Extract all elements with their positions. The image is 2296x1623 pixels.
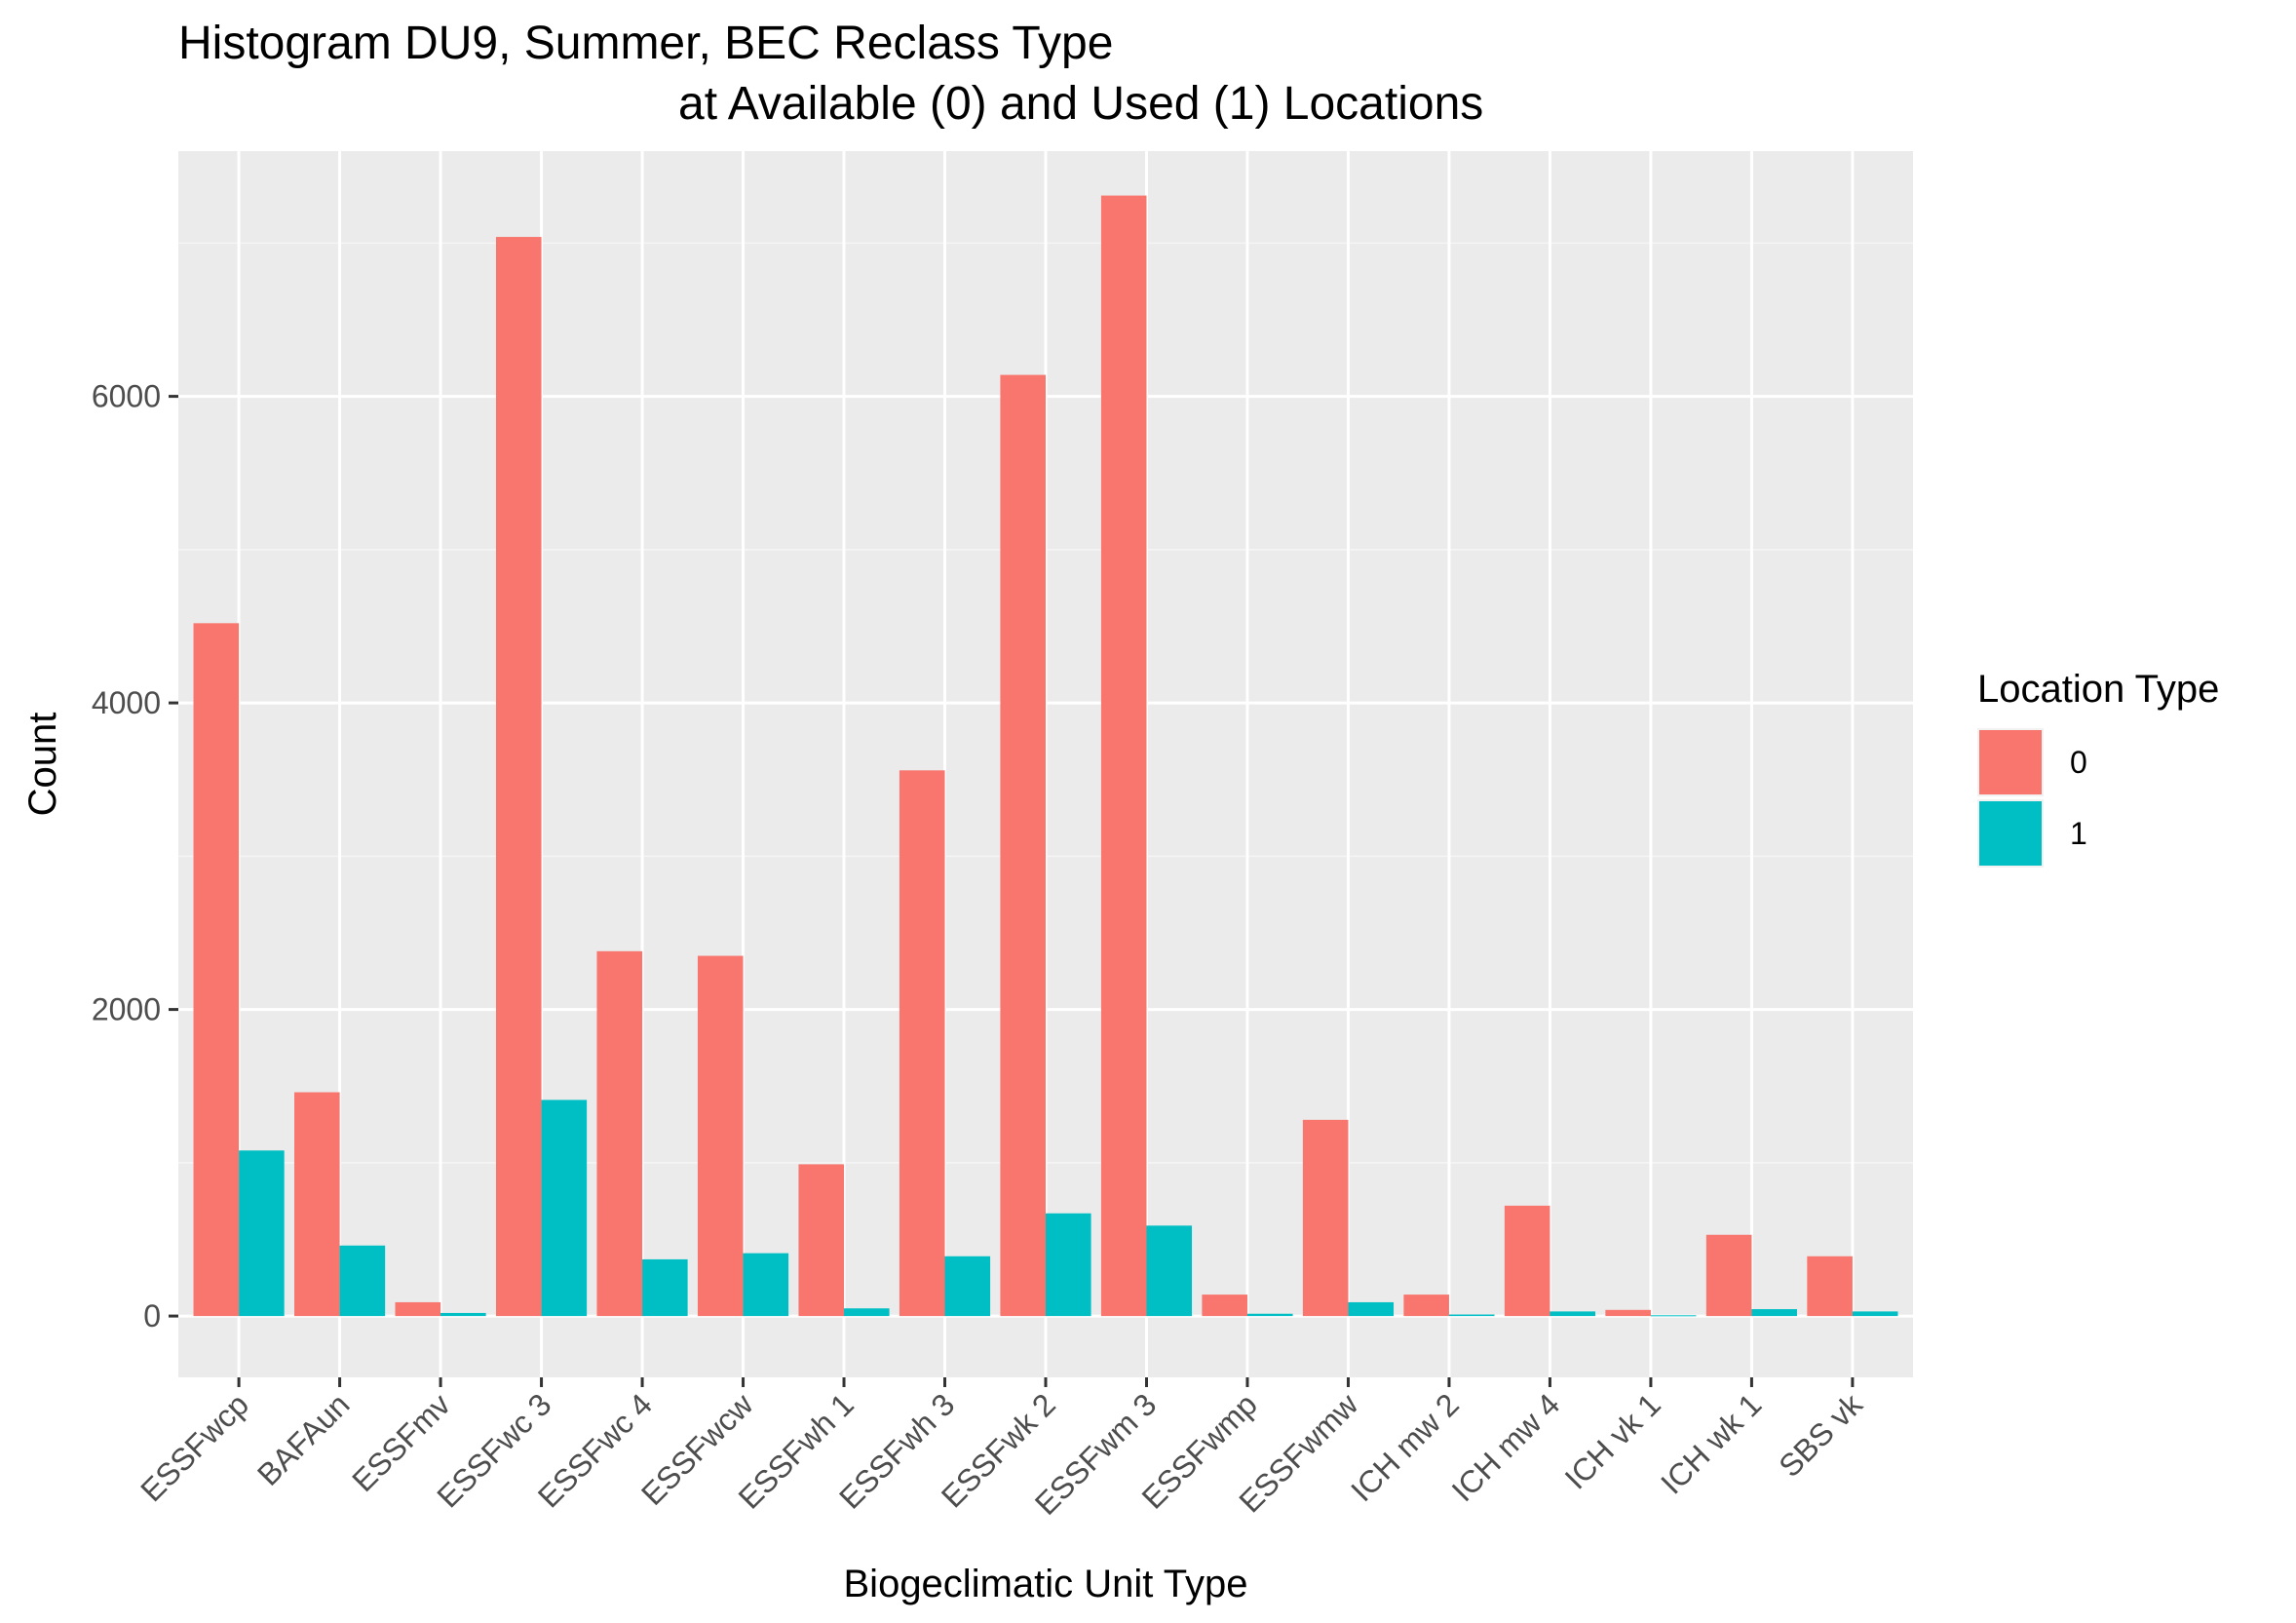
- x-tick-label: ICH mw 2: [1344, 1386, 1466, 1508]
- bar-series-0-ESSFwc-4: [596, 950, 643, 1317]
- bar-series-1-ICH-mw-2: [1448, 1314, 1495, 1317]
- x-tick-label: BAFAun: [250, 1386, 356, 1491]
- x-tick-label: SBS vk: [1772, 1386, 1869, 1484]
- chart-title-line-2: at Available (0) and Used (1) Locations: [678, 78, 1483, 130]
- bar-series-0-ESSFwh-3: [899, 770, 945, 1317]
- y-axis-title: Count: [21, 713, 64, 817]
- bar-series-1-ESSFwk-2: [1046, 1213, 1091, 1317]
- bar-series-1-ESSFwcw: [743, 1253, 789, 1317]
- bar-series-0-ESSFmv: [395, 1301, 441, 1317]
- bar-series-1-ICH-wk-1: [1751, 1309, 1797, 1317]
- bar-series-1-BAFAun: [339, 1245, 386, 1317]
- y-tick-label: 2000: [92, 992, 161, 1027]
- bar-series-0-ESSFwh-1: [798, 1164, 845, 1317]
- bar-series-0-ESSFwk-2: [1000, 374, 1046, 1317]
- bar-series-0-ICH-vk-1: [1605, 1309, 1651, 1317]
- bars: [193, 195, 1898, 1317]
- bar-series-1-ICH-mw-4: [1550, 1311, 1596, 1317]
- bar-series-0-ESSFwcp: [193, 623, 240, 1317]
- bar-series-1-ESSFwmw: [1348, 1301, 1395, 1317]
- bar-series-0-ESSFwc-3: [495, 237, 542, 1317]
- bar-series-1-ESSFwc-3: [541, 1100, 588, 1317]
- bar-series-0-ESSFwcw: [697, 955, 744, 1317]
- bar-series-0-SBS-vk: [1807, 1256, 1853, 1317]
- legend-key-1: [1979, 801, 2042, 866]
- x-tick-label: ICH mw 4: [1445, 1386, 1567, 1508]
- bar-series-0-ICH-mw-2: [1403, 1295, 1449, 1317]
- legend-label-1: 1: [2070, 816, 2087, 851]
- bar-series-1-ESSFwh-1: [844, 1308, 890, 1317]
- legend-label-0: 0: [2070, 745, 2087, 780]
- y-axis-ticks: 0 2000 4000 6000: [92, 379, 178, 1333]
- y-tick-label: 0: [143, 1298, 161, 1333]
- legend: Location Type 0 1: [1977, 668, 2219, 868]
- x-tick-label: ICH vk 1: [1558, 1386, 1667, 1495]
- legend-title: Location Type: [1977, 668, 2219, 711]
- y-tick-label: 4000: [92, 685, 161, 720]
- bar-series-1-ICH-vk-1: [1650, 1315, 1697, 1317]
- bar-series-0-ICH-mw-4: [1504, 1205, 1550, 1317]
- bar-series-1-ESSFwc-4: [642, 1258, 688, 1317]
- bar-series-1-ESSFwh-3: [944, 1256, 991, 1317]
- bar-series-1-ESSFwcp: [239, 1150, 285, 1317]
- x-tick-label: ESSFwcp: [134, 1386, 255, 1508]
- bar-series-1-ESSFmv: [440, 1312, 486, 1317]
- bar-series-1-ESSFwmp: [1246, 1313, 1293, 1317]
- y-tick-label: 6000: [92, 379, 161, 414]
- bar-series-0-ESSFwmw: [1302, 1119, 1349, 1317]
- legend-key-0: [1979, 730, 2042, 794]
- bar-series-1-SBS-vk: [1852, 1311, 1898, 1317]
- x-axis-title: Biogeclimatic Unit Type: [844, 1563, 1248, 1605]
- bar-series-0-ESSFwmp: [1202, 1295, 1247, 1317]
- bar-series-0-ESSFwm-3: [1100, 195, 1147, 1317]
- bar-series-0-BAFAun: [294, 1092, 340, 1317]
- chart-title-line-1: Histogram DU9, Summer, BEC Reclass Type: [178, 18, 1113, 69]
- x-tick-label: ICH wk 1: [1654, 1386, 1768, 1500]
- bar-series-1-ESSFwm-3: [1146, 1225, 1193, 1317]
- bar-series-0-ICH-wk-1: [1705, 1234, 1752, 1317]
